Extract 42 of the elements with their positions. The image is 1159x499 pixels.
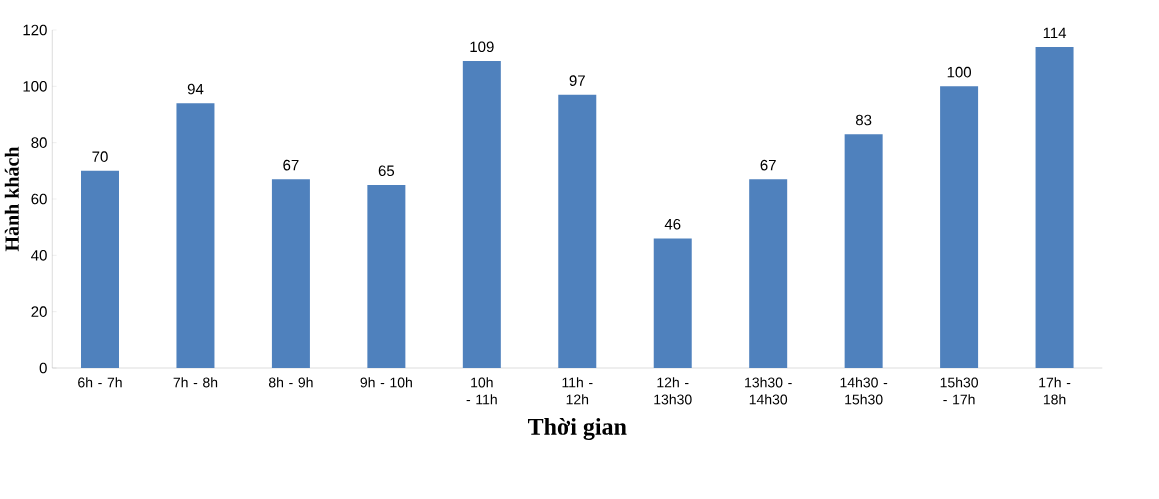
- bar: [653, 238, 692, 368]
- x-tick-label: 17h - 18h: [1039, 377, 1071, 405]
- x-tick-label: 12h - 13h30: [654, 377, 692, 405]
- x-axis-title: Thời gian: [527, 417, 627, 440]
- data-label: 114: [1043, 27, 1067, 39]
- x-tick-label: 13h30 - 14h30: [745, 377, 792, 405]
- x-tick-label: 7h - 8h: [173, 377, 218, 388]
- y-tick-label: 20: [31, 306, 47, 317]
- x-tick-label: 10h - 11h: [466, 377, 497, 405]
- bar: [176, 103, 215, 368]
- data-label: 100: [947, 66, 972, 78]
- data-label: 109: [470, 41, 494, 53]
- y-tick-label: 40: [31, 250, 47, 261]
- data-label: 65: [378, 165, 395, 177]
- bar: [940, 86, 979, 368]
- data-label: 94: [187, 83, 204, 95]
- y-tick-label: 100: [23, 81, 47, 92]
- data-label: 67: [760, 159, 776, 171]
- data-label: 97: [569, 75, 585, 86]
- bar: [81, 170, 119, 368]
- bar: [844, 134, 883, 368]
- data-label: 70: [92, 151, 108, 162]
- x-tick-label: 9h - 10h: [360, 377, 412, 388]
- x-tick-label: 8h - 9h: [268, 377, 313, 388]
- bar: [749, 179, 788, 368]
- bar: [367, 184, 406, 368]
- data-label: 67: [283, 159, 299, 171]
- x-tick-label: 6h - 7h: [78, 377, 122, 388]
- data-label: 83: [855, 114, 872, 126]
- y-tick-label: 0: [39, 362, 47, 374]
- data-label: 46: [664, 218, 681, 230]
- x-tick-label: 15h30 - 17h: [940, 377, 979, 405]
- x-tick-label: 14h30 - 15h30: [840, 377, 888, 405]
- bar: [558, 94, 597, 368]
- bar: [271, 179, 310, 368]
- y-tick-label: 60: [31, 193, 47, 205]
- y-tick-label: 80: [31, 137, 47, 148]
- y-axis-title: Hành khách: [4, 146, 19, 252]
- x-tick-label: 11h - 12h: [562, 377, 593, 405]
- bar: [1035, 46, 1074, 368]
- y-tick-label: 120: [23, 24, 47, 36]
- bar: [462, 60, 501, 368]
